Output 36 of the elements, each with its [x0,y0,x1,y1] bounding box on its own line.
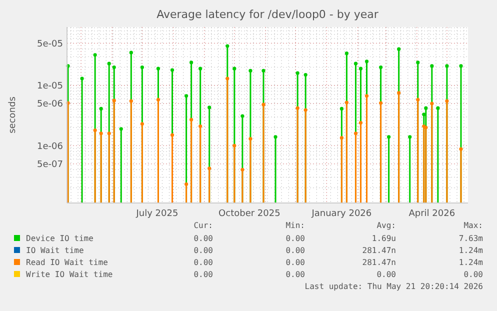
legend-label: Device IO time [26,234,94,243]
text: 1.24m [458,258,484,267]
chart-title: Average latency for /dev/loop0 - by year [156,8,379,21]
text: 0.00 [464,270,484,279]
legend-label: Read IO Wait time [26,258,108,267]
text: 0.00 [194,258,214,267]
text: Max: [464,221,483,230]
text: Last update: Thu May 21 20:20:14 2026 [304,282,484,291]
text: 0.00 [194,246,214,255]
y-tick-label: 1e-05 [37,82,63,92]
text: 0.00 [286,270,306,279]
text: 0.00 [286,246,306,255]
text: 0.00 [376,270,396,279]
text: Min: [286,221,305,230]
text: Avg: [376,221,396,230]
text: 7.63m [458,234,484,243]
legend-label: IO Wait time [26,246,84,255]
x-tick-label: July 2025 [135,209,178,219]
y-tick-label: 5e-05 [37,39,63,50]
text: 0.00 [286,234,306,243]
text: 0.00 [194,270,214,279]
text: 0.00 [286,258,306,267]
y-tick-label: 5e-06 [37,100,64,110]
text: 1.69u [372,234,396,243]
x-tick-label: January 2026 [310,209,372,219]
y-axis-title: seconds [8,96,18,134]
text: 1.24m [458,246,484,255]
text: 281.47n [362,246,396,255]
y-tick-label: 5e-07 [37,160,63,170]
text: Cur: [194,221,213,230]
text: 0.00 [194,234,214,243]
legend-label: Write IO Wait time [26,270,113,279]
x-tick-label: October 2025 [218,209,280,219]
x-tick-label: April 2026 [408,209,456,219]
y-tick-label: 1e-06 [37,142,64,152]
text: 281.47n [362,258,396,267]
